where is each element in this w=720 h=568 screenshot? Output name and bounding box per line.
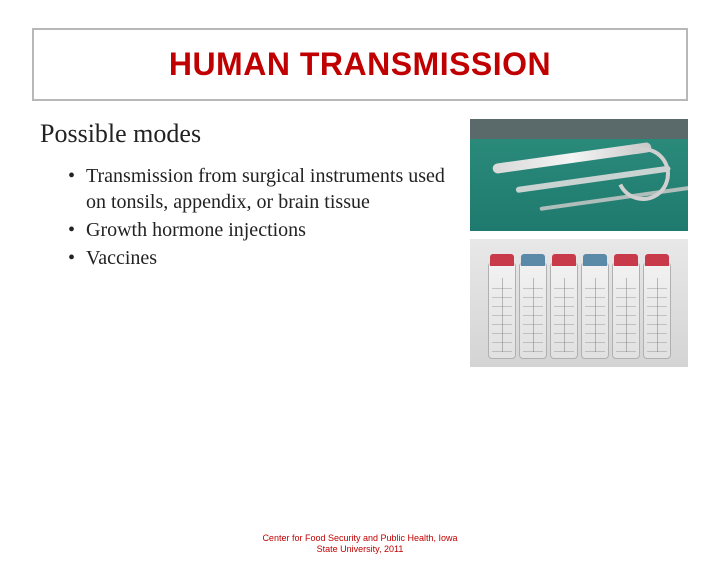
bullet-item: Vaccines	[68, 245, 452, 271]
vial-icon	[519, 263, 547, 359]
vial-icon	[581, 263, 609, 359]
title-container: HUMAN TRANSMISSION	[32, 28, 688, 101]
text-column: Possible modes Transmission from surgica…	[40, 119, 470, 367]
content-area: Possible modes Transmission from surgica…	[0, 101, 720, 367]
vial-icon	[643, 263, 671, 359]
footer-line: State University, 2011	[0, 544, 720, 556]
bullet-item: Growth hormone injections	[68, 217, 452, 243]
image-column	[470, 119, 688, 367]
vial-icon	[488, 263, 516, 359]
vial-icon	[550, 263, 578, 359]
vial-icon	[612, 263, 640, 359]
slide-title: HUMAN TRANSMISSION	[34, 46, 686, 83]
bullet-list: Transmission from surgical instruments u…	[40, 163, 452, 271]
footer-attribution: Center for Food Security and Public Heal…	[0, 533, 720, 556]
footer-line: Center for Food Security and Public Heal…	[0, 533, 720, 545]
surgical-instruments-image	[470, 119, 688, 231]
bullet-item: Transmission from surgical instruments u…	[68, 163, 452, 215]
vaccine-vials-image	[470, 239, 688, 367]
subtitle: Possible modes	[40, 119, 452, 149]
